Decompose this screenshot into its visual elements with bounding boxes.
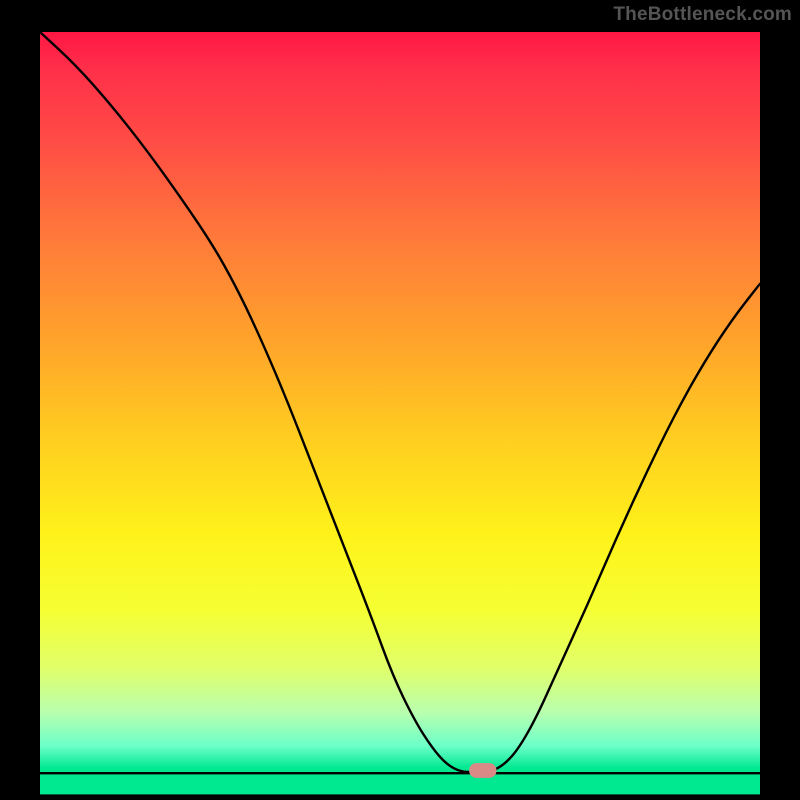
watermark-text: TheBottleneck.com [613,4,792,26]
optimal-marker [469,763,496,778]
gradient-plot-area [40,32,760,772]
bottom-band [40,774,760,794]
bottleneck-chart [0,0,800,800]
chart-viewport: TheBottleneck.com [0,0,800,800]
